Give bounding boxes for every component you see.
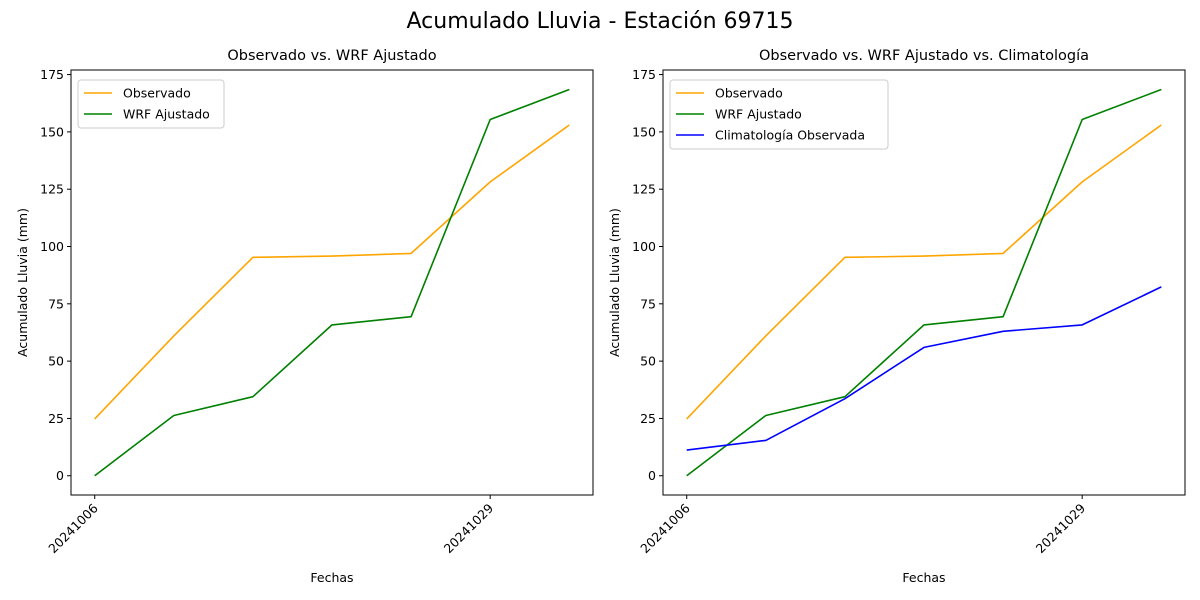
chart2-y-tick-label: 75 bbox=[640, 296, 656, 311]
chart2-x-tick-label: 20241029 bbox=[1033, 500, 1089, 556]
chart1-y-tick-label: 75 bbox=[48, 296, 64, 311]
chart2-series-line-1 bbox=[686, 124, 1162, 420]
chart1-axes-frame bbox=[70, 69, 594, 496]
figure-suptitle: Acumulado Lluvia - Estación 69715 bbox=[406, 9, 794, 34]
chart1-series-line-1 bbox=[94, 124, 570, 420]
chart2-legend-label: Climatología Observada bbox=[715, 128, 865, 143]
chart2-y-tick-label: 0 bbox=[648, 468, 656, 483]
chart2-legend-label: WRF Ajustado bbox=[715, 107, 802, 122]
chart1-legend-box bbox=[77, 79, 225, 129]
chart1-y-tick-label: 25 bbox=[48, 411, 64, 426]
chart2-y-tick-label: 125 bbox=[632, 182, 656, 197]
chart2-y-tick-label: 175 bbox=[632, 67, 656, 82]
chart1-x-tick-label: 20241006 bbox=[45, 500, 101, 556]
chart2-series-line-2 bbox=[686, 88, 1162, 477]
chart1-x-axis-label: Fechas bbox=[310, 570, 353, 585]
chart2-y-tick-label: 50 bbox=[640, 354, 656, 369]
chart2-x-tick-label: 20241006 bbox=[637, 500, 693, 556]
chart1-y-axis-label: Acumulado Lluvia (mm) bbox=[15, 208, 30, 357]
chart1-y-tick-label: 150 bbox=[40, 124, 64, 139]
chart1-title: Observado vs. WRF Ajustado bbox=[227, 48, 436, 64]
chart1-y-tick-label: 0 bbox=[56, 468, 64, 483]
chart1-y-tick-label: 125 bbox=[40, 182, 64, 197]
chart2-series-line-3 bbox=[686, 286, 1162, 451]
chart1-y-tick-label: 175 bbox=[40, 67, 64, 82]
chart1-series-line-2 bbox=[94, 88, 570, 477]
chart2-legend-box bbox=[669, 79, 889, 150]
chart1-x-tick-label: 20241029 bbox=[441, 500, 497, 556]
chart2-y-tick-label: 25 bbox=[640, 411, 656, 426]
chart2-legend-label: Observado bbox=[715, 86, 783, 101]
chart2-y-tick-label: 150 bbox=[632, 124, 656, 139]
chart2-x-axis-label: Fechas bbox=[902, 570, 945, 585]
chart2-y-axis-label: Acumulado Lluvia (mm) bbox=[607, 208, 622, 357]
chart1-legend-label: Observado bbox=[123, 86, 191, 101]
chart2-axes-frame bbox=[662, 69, 1186, 496]
chart1-legend-label: WRF Ajustado bbox=[123, 107, 210, 122]
chart1-y-tick-label: 50 bbox=[48, 354, 64, 369]
chart2-title: Observado vs. WRF Ajustado vs. Climatolo… bbox=[759, 48, 1089, 64]
chart1-y-tick-label: 100 bbox=[40, 239, 64, 254]
chart2-y-tick-label: 100 bbox=[632, 239, 656, 254]
